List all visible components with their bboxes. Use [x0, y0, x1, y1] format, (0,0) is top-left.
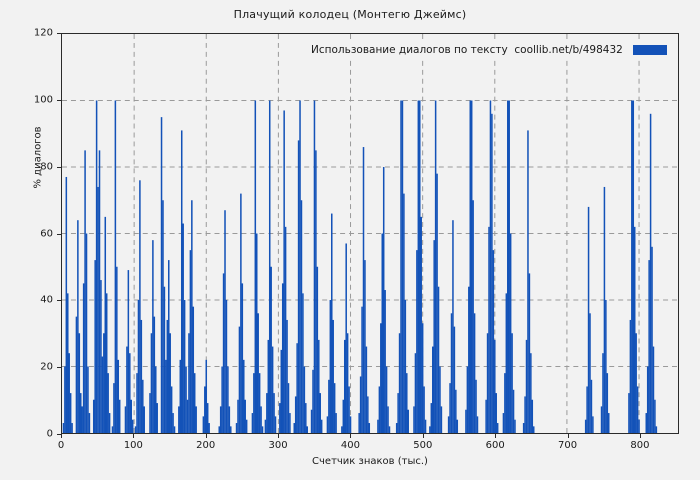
y-tickmark-0 [57, 434, 61, 435]
y-tick-100: 100 [33, 94, 53, 106]
y-tick-120: 120 [33, 27, 53, 39]
y-tickmark-60 [57, 233, 61, 235]
x-tick-500: 500 [413, 440, 433, 451]
x-axis-tick-labels: 0 100 200 300 400 500 600 700 800 [0, 440, 700, 460]
x-tickmark-800 [639, 434, 641, 438]
x-tick-800: 800 [630, 440, 650, 451]
plot-area [61, 33, 679, 434]
x-tick-700: 700 [558, 440, 578, 451]
y-tickmark-20 [57, 367, 61, 369]
y-tickmark-100 [57, 99, 61, 101]
y-axis-tick-labels: 0 20 40 60 80 100 120 [0, 0, 53, 480]
x-tick-0: 0 [57, 440, 65, 451]
x-tick-400: 400 [340, 440, 360, 451]
legend-color-swatch [632, 45, 667, 55]
y-tick-60: 60 [40, 228, 53, 239]
y-tick-80: 80 [40, 161, 53, 173]
y-tickmark-40 [57, 300, 61, 302]
x-tickmark-300 [278, 434, 280, 438]
x-tickmark-100 [133, 434, 135, 438]
x-tick-100: 100 [123, 440, 143, 451]
y-tick-0: 0 [46, 428, 53, 440]
x-tickmark-500 [422, 434, 424, 438]
x-tick-600: 600 [485, 440, 505, 451]
legend: Использование диалогов по тексту coollib… [308, 41, 670, 59]
bar-series [62, 100, 658, 433]
y-tickmark-120 [57, 33, 61, 34]
legend-label: Использование диалогов по тексту coollib… [311, 44, 623, 56]
x-tick-200: 200 [196, 440, 216, 451]
plot-inner [62, 34, 678, 433]
x-tickmark-700 [567, 434, 569, 438]
y-tick-20: 20 [40, 361, 53, 373]
x-tickmark-400 [350, 434, 352, 438]
y-tickmark-80 [57, 166, 61, 168]
x-tickmark-0 [61, 434, 62, 438]
x-tickmark-200 [205, 434, 207, 438]
x-axis-label: Счетчик знаков (тыс.) [312, 456, 428, 467]
x-tick-300: 300 [268, 440, 288, 451]
y-tick-40: 40 [40, 294, 53, 306]
x-tickmark-600 [495, 434, 497, 438]
chart-title: Плачущий колодец (Монтегю Джеймс) [233, 8, 467, 21]
